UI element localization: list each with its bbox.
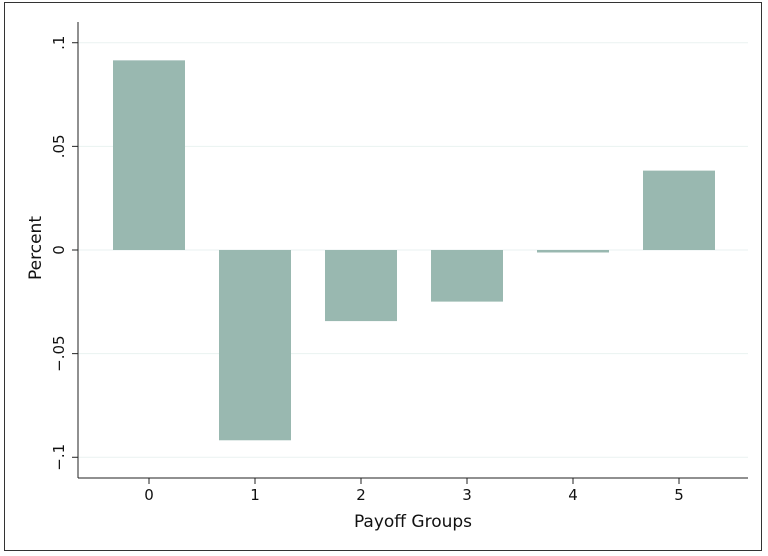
y-tick-label: 0 (50, 245, 68, 255)
bars (113, 60, 715, 441)
x-tick-label: 0 (144, 486, 154, 504)
bar-2 (325, 250, 397, 322)
x-tick-label: 5 (674, 486, 684, 504)
y-axis-title: Percent (26, 216, 46, 280)
x-axis-title: Payoff Groups (354, 512, 472, 532)
bar-3 (431, 250, 503, 302)
x-tick-label: 4 (568, 486, 578, 504)
bar-1 (219, 250, 291, 441)
bar-0 (113, 60, 185, 250)
y-tick-label: −.05 (50, 335, 68, 371)
x-tick-label: 2 (356, 486, 366, 504)
x-ticks: 0 1 2 3 4 5 (144, 478, 684, 504)
y-ticks: −.1 −.05 0 .05 .1 (50, 36, 78, 471)
x-tick-label: 3 (462, 486, 472, 504)
y-tick-label: .05 (50, 134, 68, 158)
bar-4 (537, 250, 609, 253)
y-tick-label: .1 (50, 36, 68, 50)
gridlines (78, 42, 748, 458)
x-tick-label: 1 (250, 486, 260, 504)
y-tick-label: −.1 (50, 444, 68, 471)
bar-5 (643, 170, 715, 250)
